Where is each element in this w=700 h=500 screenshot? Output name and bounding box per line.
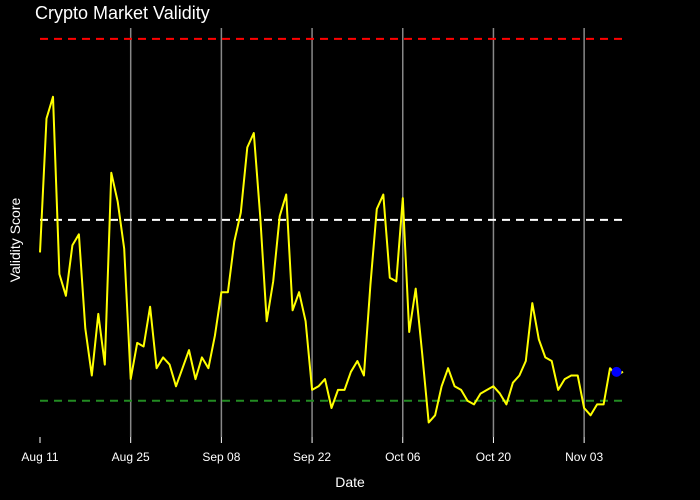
x-tick-label: Oct 06 [385, 450, 421, 464]
x-tick-label: Nov 03 [565, 450, 603, 464]
series-layer [39, 95, 624, 424]
x-tick-label: Oct 20 [476, 450, 512, 464]
y-axis-title: Validity Score [7, 198, 23, 283]
reference-lines [40, 37, 623, 402]
x-tick-labels: Aug 11 Aug 25 Sep 08 Sep 22 Oct 06 Oct 20 Nov … [21, 437, 603, 464]
chart-title: Crypto Market Validity [35, 3, 210, 23]
x-tick-label: Sep 08 [202, 450, 240, 464]
x-tick-label: Aug 11 [21, 450, 58, 464]
highlight-point [611, 366, 622, 377]
x-tick-label: Aug 25 [112, 450, 150, 464]
grid-layer [129, 28, 585, 437]
x-tick-label: Sep 22 [293, 450, 331, 464]
series-line [39, 95, 624, 424]
x-axis-title: Date [335, 474, 365, 490]
